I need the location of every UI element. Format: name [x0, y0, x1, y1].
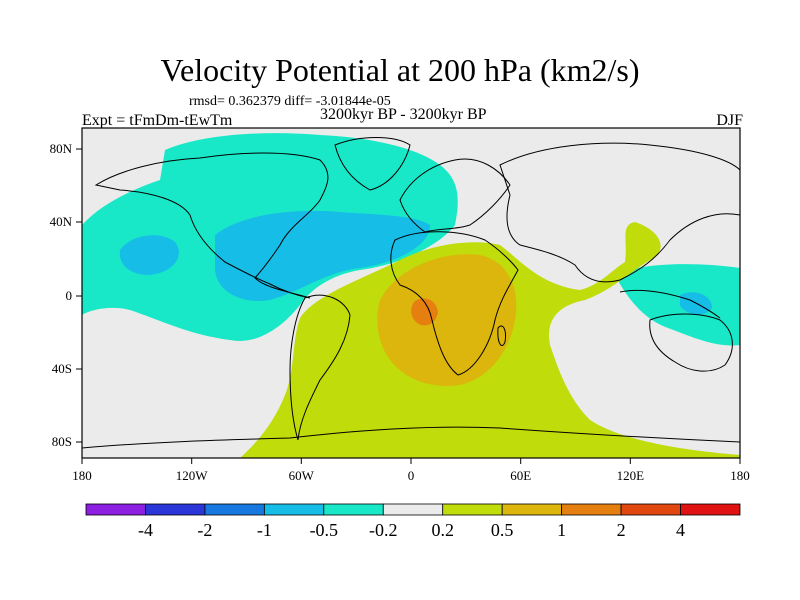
lat-tick-label: 40N [50, 214, 73, 229]
colorbar-swatch [323, 503, 384, 516]
lat-tick-label: 80N [50, 141, 73, 156]
colorbar-swatch [85, 503, 146, 516]
colorbar-swatch [561, 503, 622, 516]
colorbar-swatches [85, 503, 741, 516]
coastline-south-america [289, 294, 351, 441]
coastline-asia [499, 142, 740, 283]
colorbar-label: 4 [676, 520, 685, 540]
coastline-antarctica [82, 426, 740, 449]
colorbar-label: -0.2 [369, 520, 398, 540]
coastline-africa [390, 231, 519, 376]
lon-tick-label: 0 [408, 468, 415, 483]
coastline-indonesia [619, 289, 721, 319]
lon-tick-label: 180 [730, 468, 750, 483]
coastline-europe [399, 158, 511, 233]
colorbar-label: 2 [617, 520, 626, 540]
lat-axis [76, 148, 82, 443]
plot-title: Velocity Potential at 200 hPa (km2/s) [160, 52, 640, 88]
coastline-australia [649, 313, 733, 372]
colorbar-label: -4 [138, 520, 153, 540]
colorbar-label: 1 [557, 520, 566, 540]
colorbar-swatch [501, 503, 563, 516]
lat-tick-label: 0 [66, 288, 73, 303]
colorbar-label: 0.2 [431, 520, 454, 540]
contour-negative-moderate-pacific [119, 235, 179, 275]
colorbar-swatch [145, 503, 206, 516]
experiment-label: Expt = tFmDm-tEwTm [82, 112, 233, 129]
colorbar-label: -2 [197, 520, 212, 540]
colorbar-swatch [680, 503, 741, 516]
colorbar-label: -1 [257, 520, 272, 540]
contour-negative-weak-west-pacific [615, 264, 740, 346]
colorbar-swatch [263, 503, 325, 516]
colorbar-swatch [442, 503, 503, 516]
contour-positive-moderate [377, 254, 517, 386]
colorbar-labels: -4 -2 -1 -0.5 -0.2 0.2 0.5 1 2 4 [138, 520, 685, 540]
rmsd-diff-text: rmsd= 0.362379 diff= -3.01844e-05 [189, 94, 391, 109]
coastlines [82, 137, 740, 449]
lon-tick-labels: 180 120W 60W 0 60E 120E 180 [72, 468, 750, 483]
colorbar-swatch [204, 503, 265, 516]
colorbar-swatch [382, 503, 444, 516]
coastline-north-america [94, 152, 329, 299]
lon-tick-label: 60E [510, 468, 531, 483]
period-label: 3200kyr BP - 3200kyr BP [320, 106, 487, 123]
lon-tick-label: 60W [289, 468, 315, 483]
colorbar-label: 0.5 [491, 520, 514, 540]
lat-tick-labels: 80N 40N 0 40S 80S [50, 141, 73, 449]
contour-negative-moderate-atlantic [215, 210, 430, 301]
lat-tick-label: 40S [52, 361, 72, 376]
colorbar-label: -0.5 [310, 520, 339, 540]
lon-tick-label: 120W [176, 468, 209, 483]
season-label: DJF [716, 112, 743, 129]
lon-tick-label: 180 [72, 468, 92, 483]
lon-axis [81, 458, 741, 464]
colorbar-swatch [620, 503, 681, 516]
lon-tick-label: 120E [617, 468, 645, 483]
coastline-madagascar [497, 325, 506, 346]
lat-tick-label: 80S [52, 434, 72, 449]
coastline-greenland [334, 137, 411, 191]
